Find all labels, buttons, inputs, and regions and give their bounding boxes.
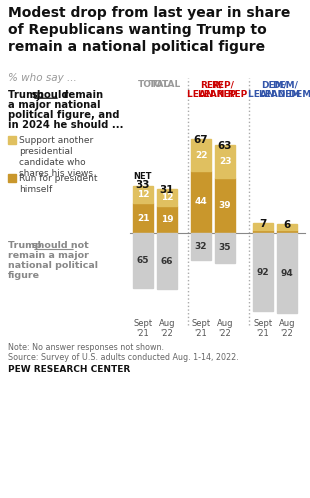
Text: 92: 92 <box>257 267 269 277</box>
Text: should not: should not <box>32 241 89 250</box>
Text: DEM/
LEAN DEM: DEM/ LEAN DEM <box>248 80 300 100</box>
Text: Trump: Trump <box>8 241 45 250</box>
Bar <box>215 145 235 178</box>
Text: 67: 67 <box>194 135 208 145</box>
Text: Run for president
himself: Run for president himself <box>19 174 98 194</box>
Bar <box>191 171 211 233</box>
Text: PEW RESEARCH CENTER: PEW RESEARCH CENTER <box>8 365 130 374</box>
Bar <box>133 186 153 203</box>
Bar <box>277 233 297 313</box>
Bar <box>215 178 235 233</box>
Text: 12: 12 <box>137 190 149 199</box>
Text: 63: 63 <box>218 141 232 151</box>
Text: 7: 7 <box>259 219 267 229</box>
Text: 94: 94 <box>281 268 293 277</box>
Text: 33: 33 <box>136 180 150 190</box>
Text: REP/
LEAN REP: REP/ LEAN REP <box>187 80 237 100</box>
Text: 39: 39 <box>219 201 231 210</box>
Bar <box>191 139 211 171</box>
Text: Aug
'22: Aug '22 <box>217 319 233 339</box>
Text: Sept
'21: Sept '21 <box>254 319 272 339</box>
Text: Trump: Trump <box>8 90 47 100</box>
Text: Support another
presidential
candidate who
shares his views: Support another presidential candidate w… <box>19 136 93 178</box>
Text: remain: remain <box>60 90 103 100</box>
Text: figure: figure <box>8 271 40 280</box>
Text: a major national: a major national <box>8 100 100 110</box>
Text: national political: national political <box>8 261 98 270</box>
Text: remain a major: remain a major <box>8 251 89 260</box>
Text: should: should <box>32 90 70 100</box>
Bar <box>8 174 16 182</box>
Bar <box>253 233 273 311</box>
Text: 23: 23 <box>219 157 231 166</box>
Text: 12: 12 <box>161 193 173 202</box>
Text: 19: 19 <box>161 215 173 224</box>
Text: 44: 44 <box>195 197 207 206</box>
Text: political figure, and: political figure, and <box>8 110 119 120</box>
Text: 22: 22 <box>195 150 207 159</box>
Text: TOTAL: TOTAL <box>149 80 181 89</box>
Bar <box>253 223 273 230</box>
Bar <box>133 203 153 233</box>
Text: 35: 35 <box>219 244 231 252</box>
Text: in 2024 he should ...: in 2024 he should ... <box>8 120 123 130</box>
Text: Sept
'21: Sept '21 <box>192 319 210 339</box>
Text: % who say ...: % who say ... <box>8 73 77 83</box>
Bar <box>8 136 16 144</box>
Text: Note: No answer responses not shown.: Note: No answer responses not shown. <box>8 343 164 352</box>
Bar <box>191 233 211 260</box>
Bar <box>277 230 297 233</box>
Text: TOTAL: TOTAL <box>138 80 170 89</box>
Text: Aug
'22: Aug '22 <box>159 319 175 339</box>
Bar <box>157 189 177 206</box>
Bar <box>277 225 297 230</box>
Bar <box>215 233 235 263</box>
Bar <box>157 233 177 289</box>
Text: 32: 32 <box>195 242 207 251</box>
Bar <box>253 230 273 233</box>
Bar <box>133 233 153 288</box>
Text: REP/
LEAN REP: REP/ LEAN REP <box>198 80 248 100</box>
Text: DEM/
LEAN DEM: DEM/ LEAN DEM <box>259 80 310 100</box>
Text: 21: 21 <box>137 214 149 223</box>
Text: Aug
'22: Aug '22 <box>279 319 295 339</box>
Text: Source: Survey of U.S. adults conducted Aug. 1-14, 2022.: Source: Survey of U.S. adults conducted … <box>8 353 239 362</box>
Bar <box>157 206 177 233</box>
Text: Modest drop from last year in share
of Republicans wanting Trump to
remain a nat: Modest drop from last year in share of R… <box>8 6 290 53</box>
Text: Sept
'21: Sept '21 <box>133 319 153 339</box>
Text: 66: 66 <box>161 256 173 265</box>
Text: 6: 6 <box>283 221 291 231</box>
Text: 65: 65 <box>137 256 149 265</box>
Text: NET: NET <box>134 172 152 181</box>
Text: 31: 31 <box>160 185 174 195</box>
